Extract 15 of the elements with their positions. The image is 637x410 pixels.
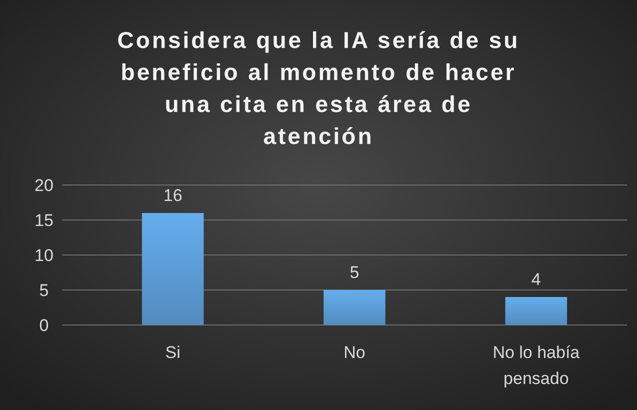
x-tick-label: Si <box>165 343 180 362</box>
chart-title: Considera que la IA sería de su beneficio al momento de hacer una cita en esta área de atención <box>117 27 520 149</box>
data-label: 16 <box>163 186 182 205</box>
y-tick-label: 0 <box>39 316 49 335</box>
y-tick-label: 10 <box>34 246 54 265</box>
x-tick-label: No <box>344 343 366 362</box>
bar <box>505 297 568 325</box>
x-tick-label: No lo había pensado <box>492 343 580 388</box>
y-tick-label: 20 <box>34 176 54 195</box>
y-tick-label: 15 <box>34 210 54 230</box>
bar <box>324 290 386 325</box>
data-label: 5 <box>350 263 360 282</box>
y-tick-label: 5 <box>39 280 49 300</box>
data-label: 4 <box>531 270 541 289</box>
bar <box>142 213 204 325</box>
